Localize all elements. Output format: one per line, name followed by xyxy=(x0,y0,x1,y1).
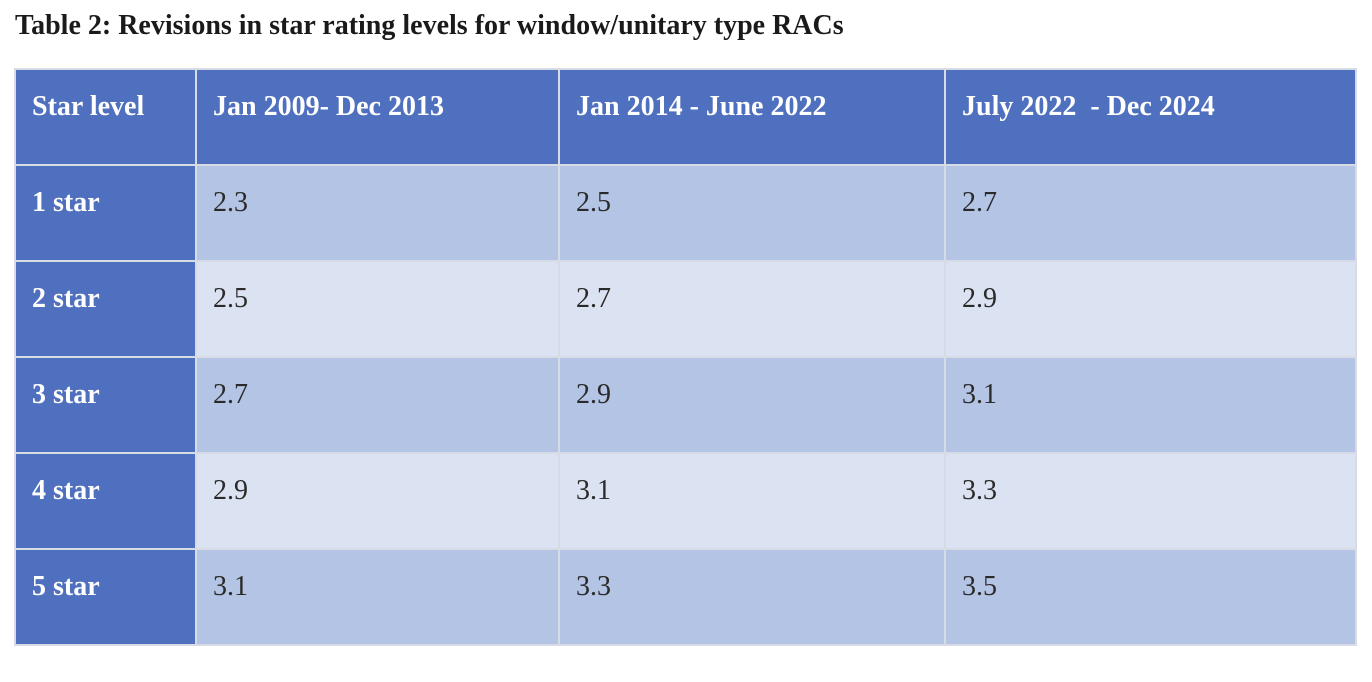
star-rating-table: Star level Jan 2009- Dec 2013 Jan 2014 -… xyxy=(14,68,1357,646)
table-cell: 3.1 xyxy=(944,356,1357,454)
table-cell: 3.3 xyxy=(944,452,1357,550)
table-row: 1 star 2.3 2.5 2.7 xyxy=(14,164,1357,262)
table-cell: 2.9 xyxy=(944,260,1357,358)
column-header-period-2022-2024: July 2022 - Dec 2024 xyxy=(944,68,1357,166)
table-header-row: Star level Jan 2009- Dec 2013 Jan 2014 -… xyxy=(14,68,1357,166)
row-label: 3 star xyxy=(14,356,197,454)
column-header-period-2009-2013: Jan 2009- Dec 2013 xyxy=(195,68,560,166)
row-label: 1 star xyxy=(14,164,197,262)
table-cell: 3.1 xyxy=(558,452,946,550)
table-cell: 3.3 xyxy=(558,548,946,646)
row-label: 4 star xyxy=(14,452,197,550)
table-cell: 2.5 xyxy=(195,260,560,358)
table-cell: 2.3 xyxy=(195,164,560,262)
table-row: 5 star 3.1 3.3 3.5 xyxy=(14,548,1357,646)
column-header-star-level: Star level xyxy=(14,68,197,166)
table-row: 3 star 2.7 2.9 3.1 xyxy=(14,356,1357,454)
table-caption: Table 2: Revisions in star rating levels… xyxy=(15,10,844,41)
table-cell: 2.7 xyxy=(558,260,946,358)
column-header-period-2014-2022: Jan 2014 - June 2022 xyxy=(558,68,946,166)
row-label: 5 star xyxy=(14,548,197,646)
table-cell: 2.5 xyxy=(558,164,946,262)
table-cell: 2.9 xyxy=(558,356,946,454)
table-cell: 2.7 xyxy=(944,164,1357,262)
row-label: 2 star xyxy=(14,260,197,358)
table-cell: 2.7 xyxy=(195,356,560,454)
table-cell: 2.9 xyxy=(195,452,560,550)
table-row: 4 star 2.9 3.1 3.3 xyxy=(14,452,1357,550)
table-row: 2 star 2.5 2.7 2.9 xyxy=(14,260,1357,358)
table-cell: 3.5 xyxy=(944,548,1357,646)
table-cell: 3.1 xyxy=(195,548,560,646)
